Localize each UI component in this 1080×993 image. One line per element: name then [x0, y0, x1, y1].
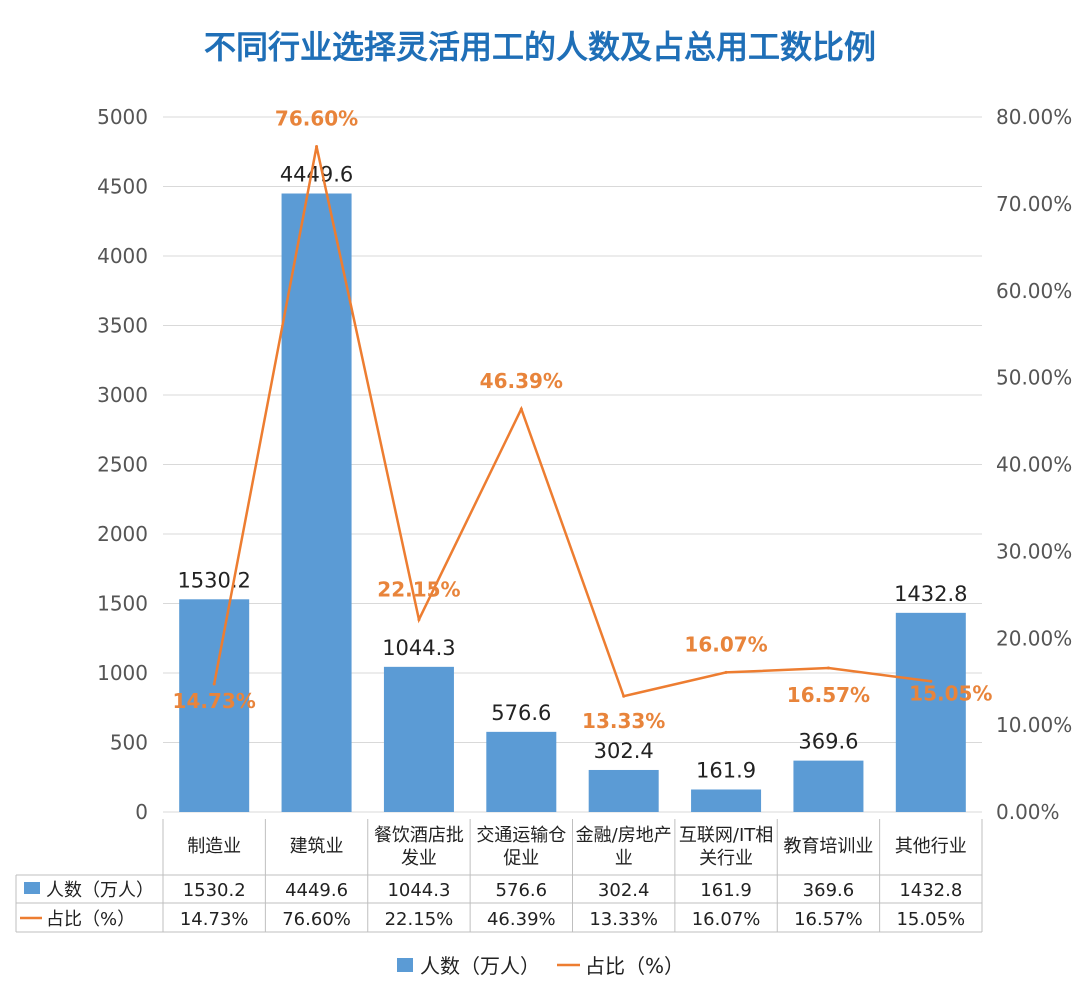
- category-label: 促业: [503, 848, 539, 869]
- y-left-tick-label: 3500: [97, 314, 148, 338]
- percent-point: [622, 694, 626, 698]
- bar-value-label: 4449.6: [280, 163, 353, 187]
- table-cell: 16.07%: [692, 909, 761, 930]
- y-left-tick-label: 4000: [97, 244, 148, 268]
- category-label: 制造业: [187, 836, 241, 857]
- y-right-tick-label: 70.00%: [996, 192, 1072, 216]
- legend-swatch-bar: [397, 958, 413, 972]
- category-label: 建筑业: [290, 836, 344, 857]
- chart-title: 不同行业选择灵活用工的人数及占总用工数比例: [203, 28, 876, 66]
- y-right-tick-label: 80.00%: [996, 105, 1072, 129]
- bar: [895, 612, 966, 812]
- bar-value-label: 369.6: [798, 730, 858, 754]
- percent-value-label: 76.60%: [275, 107, 358, 131]
- category-label: 金融/房地产: [576, 825, 672, 846]
- table-row-header: 人数（万人）: [46, 880, 154, 901]
- percent-point: [212, 682, 216, 686]
- bar: [793, 760, 864, 812]
- table-cell: 302.4: [598, 880, 650, 901]
- y-right-tick-label: 60.00%: [996, 279, 1072, 303]
- y-left-tick-label: 1000: [97, 661, 148, 685]
- category-label: 餐饮酒店批: [374, 825, 464, 846]
- y-right-tick-label: 50.00%: [996, 366, 1072, 390]
- table-cell: 76.60%: [282, 909, 351, 930]
- bar-value-label: 1044.3: [382, 636, 455, 660]
- table-cell: 1432.8: [899, 880, 962, 901]
- y-right-tick-label: 40.00%: [996, 453, 1072, 477]
- percent-line: [212, 146, 931, 698]
- percent-point: [519, 407, 523, 411]
- table-row-swatch-bar: [24, 882, 40, 894]
- bar: [691, 789, 762, 812]
- bar-value-label: 302.4: [594, 739, 654, 763]
- y-left-tick-label: 500: [110, 731, 148, 755]
- table-cell: 4449.6: [285, 880, 348, 901]
- y-left-tick-label: 1500: [97, 592, 148, 616]
- percent-point: [929, 679, 933, 683]
- category-label: 互联网/IT相: [679, 825, 773, 846]
- table-cell: 15.05%: [896, 909, 965, 930]
- y-left-tick-label: 3000: [97, 383, 148, 407]
- percent-value-label: 15.05%: [909, 681, 992, 705]
- y-right-tick-label: 10.00%: [996, 713, 1072, 737]
- percent-point: [417, 618, 421, 622]
- bar: [383, 666, 454, 812]
- bar-value-label: 161.9: [696, 758, 756, 782]
- bar-value-label: 1530.2: [177, 568, 250, 592]
- category-label: 业: [615, 848, 633, 869]
- percent-value-label: 46.39%: [480, 369, 563, 393]
- table-cell: 14.73%: [180, 909, 249, 930]
- percent-value-label: 16.07%: [684, 632, 767, 656]
- category-label: 发业: [401, 848, 437, 869]
- percent-point: [724, 670, 728, 674]
- table-cell: 46.39%: [487, 909, 556, 930]
- percent-value-label: 22.15%: [377, 578, 460, 602]
- bar-value-label: 1432.8: [894, 582, 967, 606]
- category-label: 其他行业: [895, 836, 967, 857]
- percent-value-label: 14.73%: [173, 689, 256, 713]
- table-cell: 22.15%: [385, 909, 454, 930]
- table-cell: 161.9: [700, 880, 752, 901]
- category-label: 关行业: [699, 848, 753, 869]
- percent-value-label: 13.33%: [582, 709, 665, 733]
- percent-point: [826, 666, 830, 670]
- bar: [588, 769, 659, 812]
- y-right-tick-label: 30.00%: [996, 539, 1072, 563]
- category-label: 教育培训业: [783, 836, 873, 857]
- percent-point: [315, 145, 319, 149]
- table-cell: 13.33%: [589, 909, 658, 930]
- percent-value-label: 16.57%: [787, 683, 870, 707]
- legend-label: 人数（万人）: [420, 954, 540, 978]
- y-right-tick-label: 0.00%: [996, 800, 1060, 824]
- table-cell: 1530.2: [183, 880, 246, 901]
- bar: [281, 193, 352, 812]
- table-row-header: 占比（%）: [46, 909, 135, 930]
- table-cell: 16.57%: [794, 909, 863, 930]
- y-left-tick-label: 5000: [97, 105, 148, 129]
- y-left-tick-label: 0: [135, 800, 148, 824]
- y-left-tick-label: 2000: [97, 522, 148, 546]
- bar: [486, 731, 557, 812]
- category-label: 交通运输仓: [476, 825, 566, 846]
- bar: [179, 599, 250, 812]
- y-right-tick-label: 20.00%: [996, 626, 1072, 650]
- table-cell: 1044.3: [387, 880, 450, 901]
- bar-value-label: 576.6: [491, 701, 551, 725]
- y-left-tick-label: 4500: [97, 175, 148, 199]
- table-cell: 576.6: [496, 880, 548, 901]
- table-cell: 369.6: [803, 880, 855, 901]
- legend-label: 占比（%）: [585, 954, 684, 978]
- y-left-tick-label: 2500: [97, 453, 148, 477]
